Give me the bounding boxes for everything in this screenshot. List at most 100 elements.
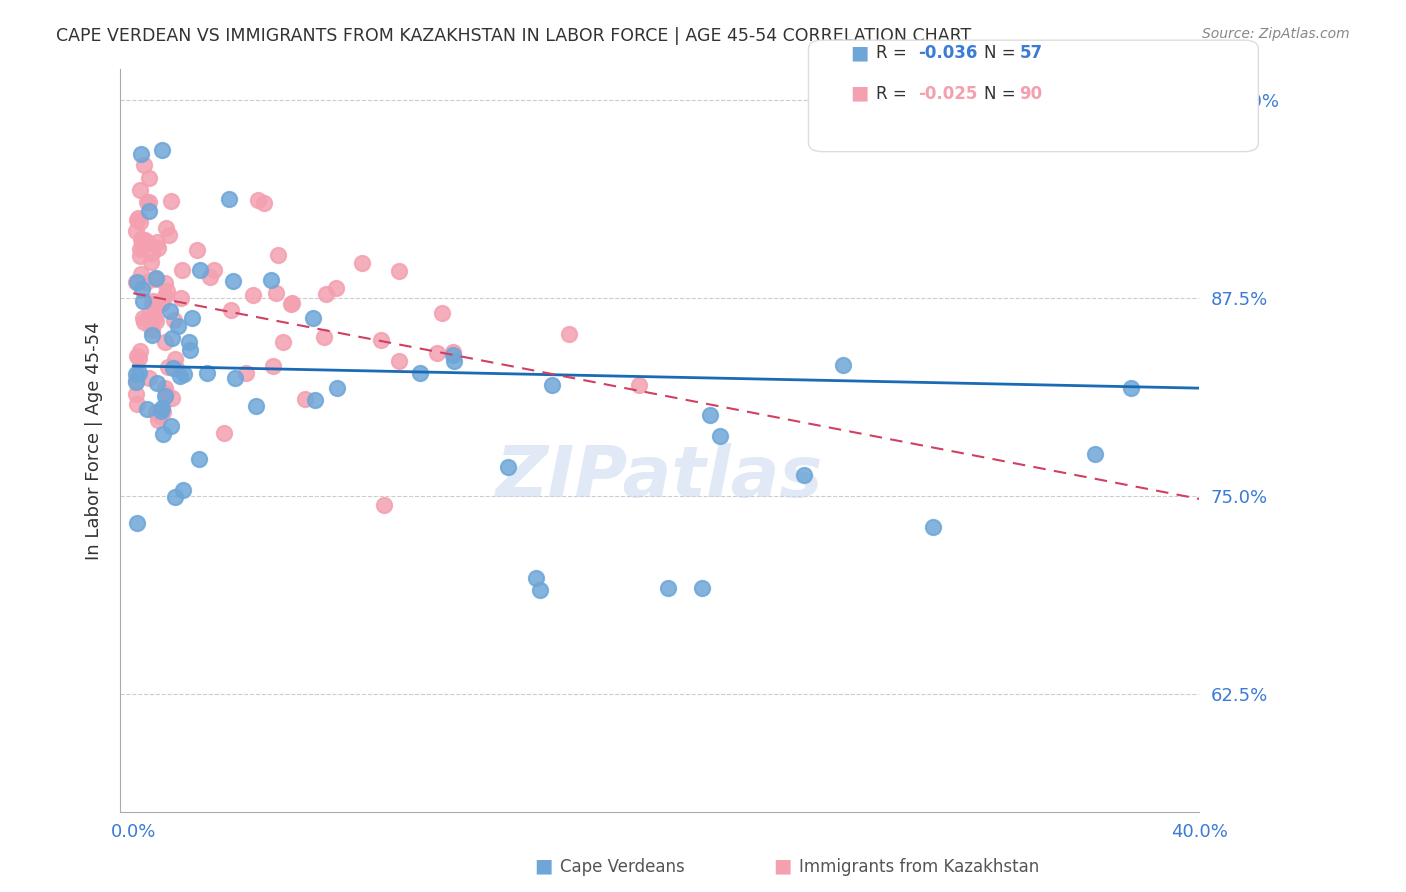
Point bbox=[128, 242, 150, 256]
Point bbox=[125, 275, 148, 289]
Point bbox=[214, 426, 236, 441]
Point bbox=[145, 314, 167, 328]
Point bbox=[325, 381, 347, 395]
Point bbox=[125, 397, 148, 411]
Point bbox=[218, 192, 240, 206]
Point bbox=[253, 196, 276, 211]
Point bbox=[312, 330, 335, 344]
Point bbox=[134, 234, 156, 248]
Point bbox=[131, 237, 153, 252]
Text: Source: ZipAtlas.com: Source: ZipAtlas.com bbox=[1202, 27, 1350, 41]
Point bbox=[149, 404, 172, 418]
Text: ■: ■ bbox=[851, 84, 869, 103]
Point bbox=[155, 289, 177, 303]
Point bbox=[131, 282, 153, 296]
Point bbox=[162, 360, 184, 375]
Point bbox=[125, 373, 148, 387]
Point bbox=[235, 367, 257, 381]
Point bbox=[146, 412, 169, 426]
Point bbox=[138, 194, 160, 209]
Point bbox=[132, 311, 155, 326]
Point bbox=[498, 459, 520, 474]
Point bbox=[294, 392, 316, 406]
Point bbox=[145, 376, 167, 390]
Point bbox=[145, 272, 167, 286]
Text: Immigrants from Kazakhstan: Immigrants from Kazakhstan bbox=[799, 858, 1039, 876]
Y-axis label: In Labor Force | Age 45-54: In Labor Force | Age 45-54 bbox=[86, 321, 103, 559]
Point bbox=[125, 386, 148, 401]
Point bbox=[558, 326, 581, 341]
Point bbox=[162, 392, 184, 406]
Point bbox=[921, 520, 943, 534]
Point bbox=[169, 368, 191, 383]
Text: R =: R = bbox=[876, 45, 912, 62]
Point bbox=[373, 498, 395, 512]
Point bbox=[441, 347, 464, 361]
Point bbox=[141, 297, 163, 311]
Point bbox=[170, 263, 193, 277]
Text: 90: 90 bbox=[1019, 85, 1042, 103]
Point bbox=[388, 264, 411, 278]
Point bbox=[159, 304, 181, 318]
Point bbox=[690, 581, 713, 595]
Point bbox=[441, 344, 464, 359]
Point bbox=[128, 183, 150, 197]
Point bbox=[128, 351, 150, 366]
Text: ■: ■ bbox=[773, 857, 792, 876]
Point bbox=[304, 392, 326, 407]
Point bbox=[195, 367, 218, 381]
Point bbox=[129, 232, 152, 246]
Point bbox=[224, 371, 246, 385]
Text: ZIPatlas: ZIPatlas bbox=[496, 443, 824, 512]
Point bbox=[181, 311, 204, 326]
Point bbox=[125, 275, 148, 289]
Point bbox=[157, 359, 180, 374]
Text: 57: 57 bbox=[1019, 45, 1042, 62]
Point bbox=[131, 267, 153, 281]
Point bbox=[160, 331, 183, 345]
Point bbox=[315, 287, 337, 301]
Text: ■: ■ bbox=[534, 857, 553, 876]
Point bbox=[529, 583, 551, 598]
Text: Cape Verdeans: Cape Verdeans bbox=[560, 858, 685, 876]
Point bbox=[153, 389, 176, 403]
Point bbox=[179, 343, 201, 357]
Point bbox=[301, 311, 323, 326]
Point bbox=[125, 375, 148, 389]
Point bbox=[219, 303, 242, 318]
Point bbox=[150, 143, 173, 157]
Point bbox=[657, 582, 679, 596]
Point bbox=[628, 378, 651, 392]
Point bbox=[699, 408, 721, 422]
Point bbox=[138, 171, 160, 186]
Point bbox=[177, 334, 200, 349]
Point bbox=[139, 320, 162, 334]
Point bbox=[149, 409, 172, 424]
Point bbox=[709, 429, 731, 443]
Point bbox=[134, 158, 156, 172]
Point bbox=[198, 269, 221, 284]
Point bbox=[150, 401, 173, 415]
Point bbox=[132, 293, 155, 308]
Point bbox=[187, 452, 209, 467]
Point bbox=[188, 263, 211, 277]
Point bbox=[142, 294, 165, 309]
Point bbox=[281, 296, 304, 310]
Point bbox=[524, 571, 547, 585]
Point bbox=[141, 328, 163, 343]
Point bbox=[260, 272, 283, 286]
Point bbox=[135, 276, 157, 290]
Point bbox=[152, 404, 174, 418]
Point bbox=[138, 204, 160, 219]
Point bbox=[426, 346, 449, 360]
Point bbox=[1121, 381, 1143, 395]
Point bbox=[152, 426, 174, 441]
Point bbox=[165, 490, 187, 504]
Point bbox=[202, 263, 225, 277]
Point bbox=[247, 193, 270, 207]
Text: R =: R = bbox=[876, 85, 912, 103]
Point bbox=[267, 248, 290, 262]
Point bbox=[127, 211, 149, 226]
Point bbox=[148, 241, 170, 255]
Point bbox=[156, 284, 179, 298]
